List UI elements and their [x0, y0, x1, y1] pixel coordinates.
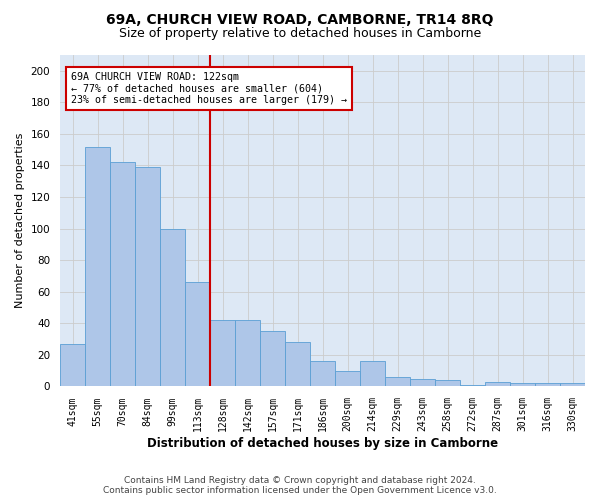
- Bar: [235, 320, 260, 386]
- Bar: [310, 361, 335, 386]
- Bar: [435, 380, 460, 386]
- Bar: [60, 344, 85, 387]
- Bar: [135, 167, 160, 386]
- Bar: [260, 331, 285, 386]
- Bar: [535, 384, 560, 386]
- Bar: [210, 320, 235, 386]
- Bar: [510, 384, 535, 386]
- Text: Contains HM Land Registry data © Crown copyright and database right 2024.
Contai: Contains HM Land Registry data © Crown c…: [103, 476, 497, 495]
- Bar: [110, 162, 135, 386]
- Bar: [410, 378, 435, 386]
- Bar: [485, 382, 510, 386]
- Bar: [460, 385, 485, 386]
- X-axis label: Distribution of detached houses by size in Camborne: Distribution of detached houses by size …: [147, 437, 498, 450]
- Text: 69A CHURCH VIEW ROAD: 122sqm
← 77% of detached houses are smaller (604)
23% of s: 69A CHURCH VIEW ROAD: 122sqm ← 77% of de…: [71, 72, 347, 105]
- Bar: [560, 384, 585, 386]
- Bar: [335, 370, 360, 386]
- Bar: [360, 361, 385, 386]
- Bar: [160, 228, 185, 386]
- Text: 69A, CHURCH VIEW ROAD, CAMBORNE, TR14 8RQ: 69A, CHURCH VIEW ROAD, CAMBORNE, TR14 8R…: [106, 12, 494, 26]
- Bar: [85, 146, 110, 386]
- Y-axis label: Number of detached properties: Number of detached properties: [15, 133, 25, 308]
- Bar: [285, 342, 310, 386]
- Text: Size of property relative to detached houses in Camborne: Size of property relative to detached ho…: [119, 28, 481, 40]
- Bar: [185, 282, 210, 387]
- Bar: [385, 377, 410, 386]
